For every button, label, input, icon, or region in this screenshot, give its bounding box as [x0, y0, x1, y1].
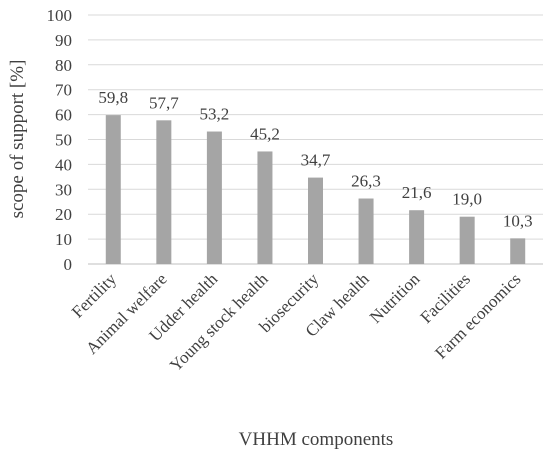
bars [105, 115, 526, 265]
bar [257, 151, 273, 264]
y-tick-label: 30 [55, 180, 72, 199]
data-label: 34,7 [301, 151, 331, 170]
data-label: 45,2 [250, 124, 280, 143]
data-label: 26,3 [351, 172, 381, 191]
y-tick-label: 60 [55, 106, 72, 125]
y-tick-label: 70 [55, 81, 72, 100]
data-label: 21,6 [402, 183, 432, 202]
data-label: 57,7 [149, 93, 179, 112]
bar [105, 115, 121, 265]
category-label: Nutrition [366, 269, 424, 327]
bar [156, 120, 172, 265]
data-label: 10,3 [503, 211, 533, 230]
x-axis-title: VHHM components [239, 429, 394, 450]
y-tick-label: 100 [47, 6, 73, 25]
bar [206, 131, 222, 264]
bar [409, 210, 425, 264]
y-tick-label: 20 [55, 205, 72, 224]
bar [510, 238, 526, 264]
y-tick-label: 80 [55, 56, 72, 75]
bar [308, 177, 323, 264]
data-label: 59,8 [98, 88, 128, 107]
data-label: 19,0 [452, 190, 482, 209]
bar [459, 216, 475, 264]
y-axis-title: scope of support [%] [7, 60, 28, 219]
y-tick-label: 10 [55, 230, 72, 249]
y-tick-label: 50 [55, 131, 72, 150]
y-tick-label: 40 [55, 155, 72, 174]
y-tick-label: 90 [55, 31, 72, 50]
y-tick-label: 0 [64, 255, 73, 274]
data-label: 53,2 [200, 105, 230, 124]
data-labels: 59,8 57,7 53,2 45,2 34,7 26,3 21,6 19,0 10,3 [98, 88, 532, 230]
y-tick-labels: 0 10 20 30 40 50 60 70 80 90 100 [47, 6, 73, 274]
bar [358, 198, 374, 264]
